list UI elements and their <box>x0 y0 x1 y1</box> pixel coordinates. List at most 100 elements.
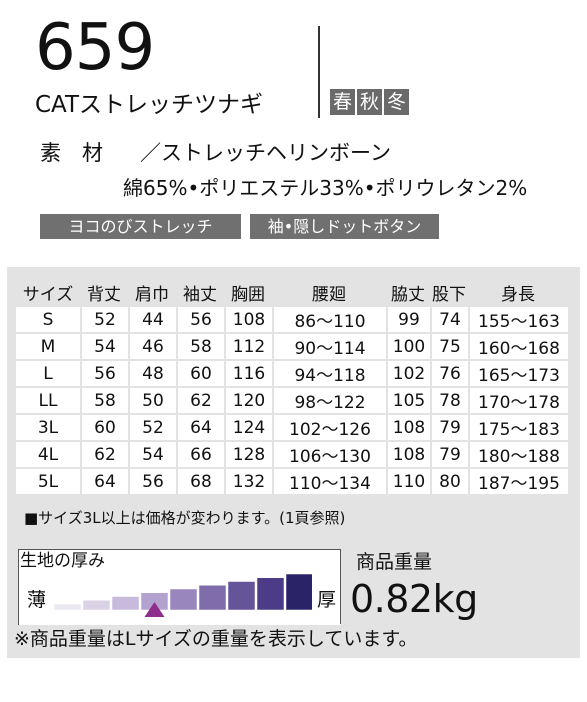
header-divider <box>318 26 320 118</box>
table-cell: 108 <box>386 442 430 467</box>
table-cell: 120 <box>224 388 272 413</box>
table-cell: 64 <box>80 469 128 494</box>
size-table-header: サイズ 背丈 肩巾 袖丈 胸囲 腰廻 脇丈 股下 身長 <box>16 279 568 305</box>
thickness-step <box>256 577 285 611</box>
table-cell: 102〜126 <box>272 415 386 440</box>
header-cell: サイズ <box>16 279 80 305</box>
table-cell: 62 <box>80 442 128 467</box>
table-cell: 56 <box>176 307 224 332</box>
weight-value: 0.82kg <box>350 577 478 621</box>
table-cell: 75 <box>430 334 468 359</box>
table-cell: 132 <box>224 469 272 494</box>
thickness-step <box>111 596 140 611</box>
feature-badge-button: 袖•隠しドットボタン <box>250 214 439 239</box>
table-row: 4L 62 54 66 128 106〜130 108 79 180〜188 <box>16 442 568 467</box>
weight-title: 商品重量 <box>356 551 433 573</box>
table-cell: 76 <box>430 361 468 386</box>
thickness-step <box>169 588 198 611</box>
table-cell: 58 <box>176 334 224 359</box>
table-cell: 165〜173 <box>468 361 568 386</box>
table-cell: 128 <box>224 442 272 467</box>
table-cell: 86〜110 <box>272 307 386 332</box>
thickness-title: 生地の厚み <box>20 551 105 571</box>
feature-badge-stretch: ヨコのびストレッチ <box>40 214 241 239</box>
table-cell: 108 <box>224 307 272 332</box>
thin-label: 薄 <box>27 589 47 611</box>
size-label-cell: L <box>16 361 80 386</box>
thickness-marker-icon <box>144 602 165 617</box>
header-cell: 股下 <box>430 279 468 305</box>
table-cell: 98〜122 <box>272 388 386 413</box>
table-row: L 56 48 60 116 94〜118 102 76 165〜173 <box>16 361 568 386</box>
table-cell: 79 <box>430 415 468 440</box>
table-row: M 54 46 58 112 90〜114 100 75 160〜168 <box>16 334 568 359</box>
table-cell: 79 <box>430 442 468 467</box>
material-label: 素 材 <box>40 141 103 165</box>
table-cell: 56 <box>80 361 128 386</box>
table-cell: 187〜195 <box>468 469 568 494</box>
table-cell: 62 <box>176 388 224 413</box>
header-cell: 背丈 <box>80 279 128 305</box>
thickness-step <box>227 581 256 611</box>
thickness-gauge <box>54 573 312 617</box>
header-cell: 腰廻 <box>272 279 386 305</box>
header-cell: 肩巾 <box>128 279 176 305</box>
model-number: 659 <box>35 11 155 85</box>
size-label-cell: 5L <box>16 469 80 494</box>
table-cell: 106〜130 <box>272 442 386 467</box>
table-cell: 105 <box>386 388 430 413</box>
size-label-cell: S <box>16 307 80 332</box>
table-cell: 52 <box>128 415 176 440</box>
header-cell: 袖丈 <box>176 279 224 305</box>
table-cell: 160〜168 <box>468 334 568 359</box>
header-cell: 脇丈 <box>386 279 430 305</box>
table-cell: 68 <box>176 469 224 494</box>
table-cell: 44 <box>128 307 176 332</box>
table-row: LL 58 50 62 120 98〜122 105 78 170〜178 <box>16 388 568 413</box>
table-cell: 52 <box>80 307 128 332</box>
table-cell: 66 <box>176 442 224 467</box>
table-cell: 60 <box>80 415 128 440</box>
table-cell: 124 <box>224 415 272 440</box>
material-line: 素 材 ／ストレッチヘリンボーン <box>40 140 391 166</box>
table-cell: 94〜118 <box>272 361 386 386</box>
material-value: ／ストレッチヘリンボーン <box>140 141 391 165</box>
table-cell: 102 <box>386 361 430 386</box>
table-cell: 46 <box>128 334 176 359</box>
table-cell: 54 <box>128 442 176 467</box>
size-label-cell: 4L <box>16 442 80 467</box>
table-cell: 58 <box>80 388 128 413</box>
thickness-step <box>198 585 227 611</box>
table-cell: 50 <box>128 388 176 413</box>
thickness-step <box>82 600 111 611</box>
header-cell: 胸囲 <box>224 279 272 305</box>
size-label-cell: LL <box>16 388 80 413</box>
table-cell: 99 <box>386 307 430 332</box>
table-cell: 64 <box>176 415 224 440</box>
table-cell: 56 <box>128 469 176 494</box>
table-cell: 112 <box>224 334 272 359</box>
table-cell: 80 <box>430 469 468 494</box>
product-name: CATストレッチツナギ <box>35 92 264 118</box>
table-row: S 52 44 56 108 86〜110 99 74 155〜163 <box>16 307 568 332</box>
material-composition: 綿65%•ポリエステル33%•ポリウレタン2% <box>123 176 528 200</box>
table-row: 5L 64 56 68 132 110〜134 110 80 187〜195 <box>16 469 568 494</box>
table-cell: 108 <box>386 415 430 440</box>
size-label-cell: M <box>16 334 80 359</box>
table-cell: 180〜188 <box>468 442 568 467</box>
table-cell: 60 <box>176 361 224 386</box>
table-cell: 170〜178 <box>468 388 568 413</box>
season-badge-autumn: 秋 <box>357 89 382 115</box>
table-cell: 54 <box>80 334 128 359</box>
table-cell: 90〜114 <box>272 334 386 359</box>
thickness-step <box>285 573 312 611</box>
table-cell: 110〜134 <box>272 469 386 494</box>
size-label-cell: 3L <box>16 415 80 440</box>
table-cell: 78 <box>430 388 468 413</box>
table-cell: 100 <box>386 334 430 359</box>
weight-divider <box>340 549 341 624</box>
table-cell: 175〜183 <box>468 415 568 440</box>
thickness-step <box>54 603 82 611</box>
size-note: ■サイズ3L以上は価格が変わります。(1頁参照) <box>24 509 346 527</box>
size-table: サイズ 背丈 肩巾 袖丈 胸囲 腰廻 脇丈 股下 身長 S 52 44 56 108 86… <box>16 277 568 496</box>
